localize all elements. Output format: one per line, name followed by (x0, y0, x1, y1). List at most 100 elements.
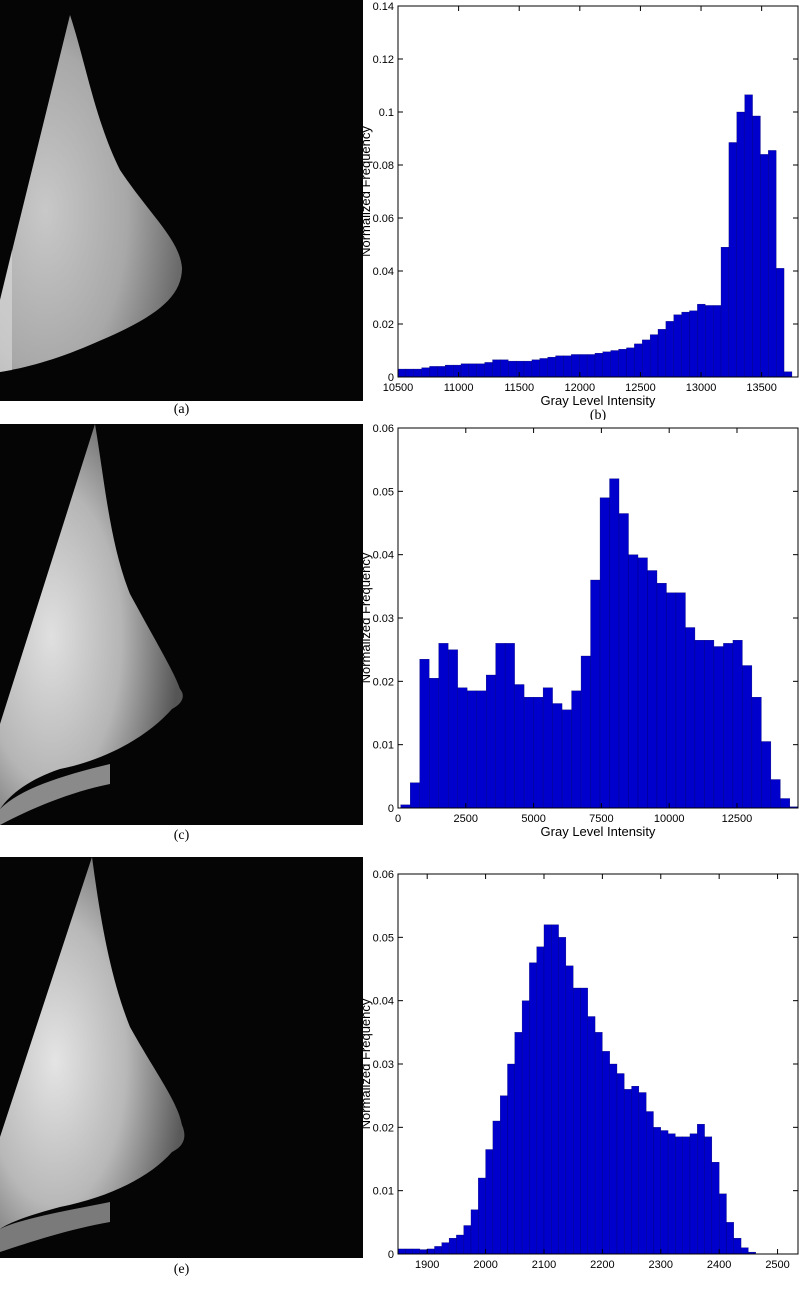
histogram-f: 0 0.01 0.02 0.03 0.04 0.05 0.06 1900 2000 2100 220… (352, 848, 805, 1268)
bar-b-5 (437, 366, 446, 378)
ytick-label-d: 0.03 (373, 613, 394, 625)
xtick-label-f: 2400 (707, 1259, 731, 1268)
bar-b-22 (571, 354, 580, 378)
bar-d-14 (533, 697, 544, 809)
bar-b-2 (413, 368, 422, 378)
ytick-label-d: 0.05 (373, 486, 394, 498)
xtick-label-f: 1900 (415, 1259, 439, 1268)
bar-b-48 (776, 268, 785, 378)
bar-b-18 (539, 358, 548, 378)
ytick-label-f: 0.01 (373, 1186, 394, 1198)
bar-d-18 (571, 690, 582, 809)
bar-b-15 (516, 360, 525, 378)
bar-b-32 (649, 334, 659, 378)
xtick-label-b: 10500 (383, 382, 414, 394)
xtick-label-d: 2500 (454, 813, 478, 825)
bar-f-44 (719, 1193, 727, 1255)
bar-f-6 (441, 1242, 450, 1255)
mammogram-image-e (0, 857, 363, 1258)
bar-b-17 (531, 359, 540, 378)
ytick-label-b: 0.14 (373, 1, 394, 13)
bar-f-41 (697, 1124, 705, 1255)
bar-b-13 (500, 359, 509, 378)
bar-b-34 (665, 321, 674, 378)
bar-b-3 (421, 367, 430, 378)
histogram-f-svg: 0 0.01 0.02 0.03 0.04 0.05 0.06 1900 2000 2100 220… (358, 869, 799, 1268)
bar-d-39 (770, 779, 781, 809)
bar-f-1 (405, 1248, 413, 1255)
bar-d-40 (780, 798, 791, 809)
bar-f-22 (558, 937, 567, 1255)
y-axis-label-f: Normalized Frequency (358, 998, 373, 1129)
bar-f-25 (580, 987, 588, 1255)
xtick-label-f: 2000 (473, 1259, 497, 1268)
bar-f-35 (653, 1127, 661, 1255)
bar-d-2 (419, 659, 430, 809)
bar-b-36 (681, 311, 690, 378)
bar-d-25 (637, 557, 648, 809)
bar-d-22 (609, 478, 620, 809)
bar-d-11 (504, 643, 515, 809)
bar-d-10 (495, 643, 506, 809)
ytick-label-f: 0.05 (373, 932, 394, 944)
ytick-label-f: 0.06 (373, 869, 394, 881)
histogram-d: 0 0.01 0.02 0.03 0.04 0.05 0.06 0 2500 5000 7500 10… (352, 420, 805, 840)
bar-b-28 (618, 349, 627, 378)
bar-f-11 (478, 1177, 486, 1255)
bar-d-26 (647, 570, 658, 809)
bar-f-2 (412, 1248, 421, 1255)
mammogram-image-c (0, 424, 363, 825)
bar-b-26 (602, 351, 611, 378)
bar-f-16 (514, 1032, 523, 1255)
bar-f-47 (740, 1247, 749, 1255)
bar-d-12 (514, 684, 525, 809)
ytick-label-d: 0.06 (373, 423, 394, 435)
histogram-d-svg: 0 0.01 0.02 0.03 0.04 0.05 0.06 0 2500 5000 7500 10… (358, 423, 799, 840)
ytick-label-d: 0.01 (373, 740, 394, 752)
bar-f-0 (397, 1248, 406, 1255)
bar-f-24 (573, 987, 581, 1255)
bar-f-19 (536, 946, 545, 1255)
bar-f-27 (594, 1032, 603, 1255)
bar-b-39 (705, 305, 714, 378)
ytick-label-b: 0.06 (373, 213, 394, 225)
xtick-label-d: 5000 (521, 813, 545, 825)
x-axis-label-d: Gray Level Intensity (541, 824, 656, 839)
ytick-label-d: 0.02 (373, 676, 394, 688)
bar-f-42 (704, 1136, 713, 1255)
xtick-label-f: 2300 (649, 1259, 673, 1268)
bar-b-44 (744, 94, 753, 378)
xtick-label-d: 10000 (654, 813, 685, 825)
bar-f-30 (616, 1073, 625, 1255)
bar-f-26 (587, 1016, 596, 1255)
bar-f-28 (602, 1051, 610, 1255)
bar-d-19 (580, 655, 591, 809)
bar-f-34 (646, 1111, 654, 1255)
bar-d-35 (732, 640, 743, 809)
y-axis-label-b: Normalized Frequency (358, 126, 373, 257)
bar-d-32 (704, 640, 715, 809)
bar-f-20 (543, 924, 552, 1255)
bar-f-40 (689, 1133, 698, 1255)
bar-d-4 (438, 643, 449, 809)
ytick-label-b: 0 (388, 372, 394, 384)
bar-d-29 (675, 592, 686, 809)
bar-b-31 (642, 339, 651, 378)
ytick-label-b: 0.04 (373, 266, 394, 278)
bar-d-8 (476, 690, 487, 809)
ytick-label-f: 0.04 (373, 996, 394, 1008)
xtick-label-b: 11500 (504, 382, 534, 394)
bar-f-15 (507, 1063, 515, 1255)
bar-b-20 (555, 355, 564, 378)
bar-d-30 (685, 627, 696, 809)
bar-f-13 (492, 1120, 501, 1255)
bar-b-11 (484, 362, 493, 378)
bar-b-27 (610, 350, 619, 378)
bar-b-43 (736, 111, 745, 378)
bar-d-38 (761, 741, 772, 809)
bar-d-5 (448, 649, 458, 809)
chart-label-b: (b) (590, 408, 607, 420)
bar-b-40 (713, 305, 722, 378)
ytick-label-b: 0.02 (373, 319, 394, 331)
bar-d-36 (742, 665, 753, 809)
